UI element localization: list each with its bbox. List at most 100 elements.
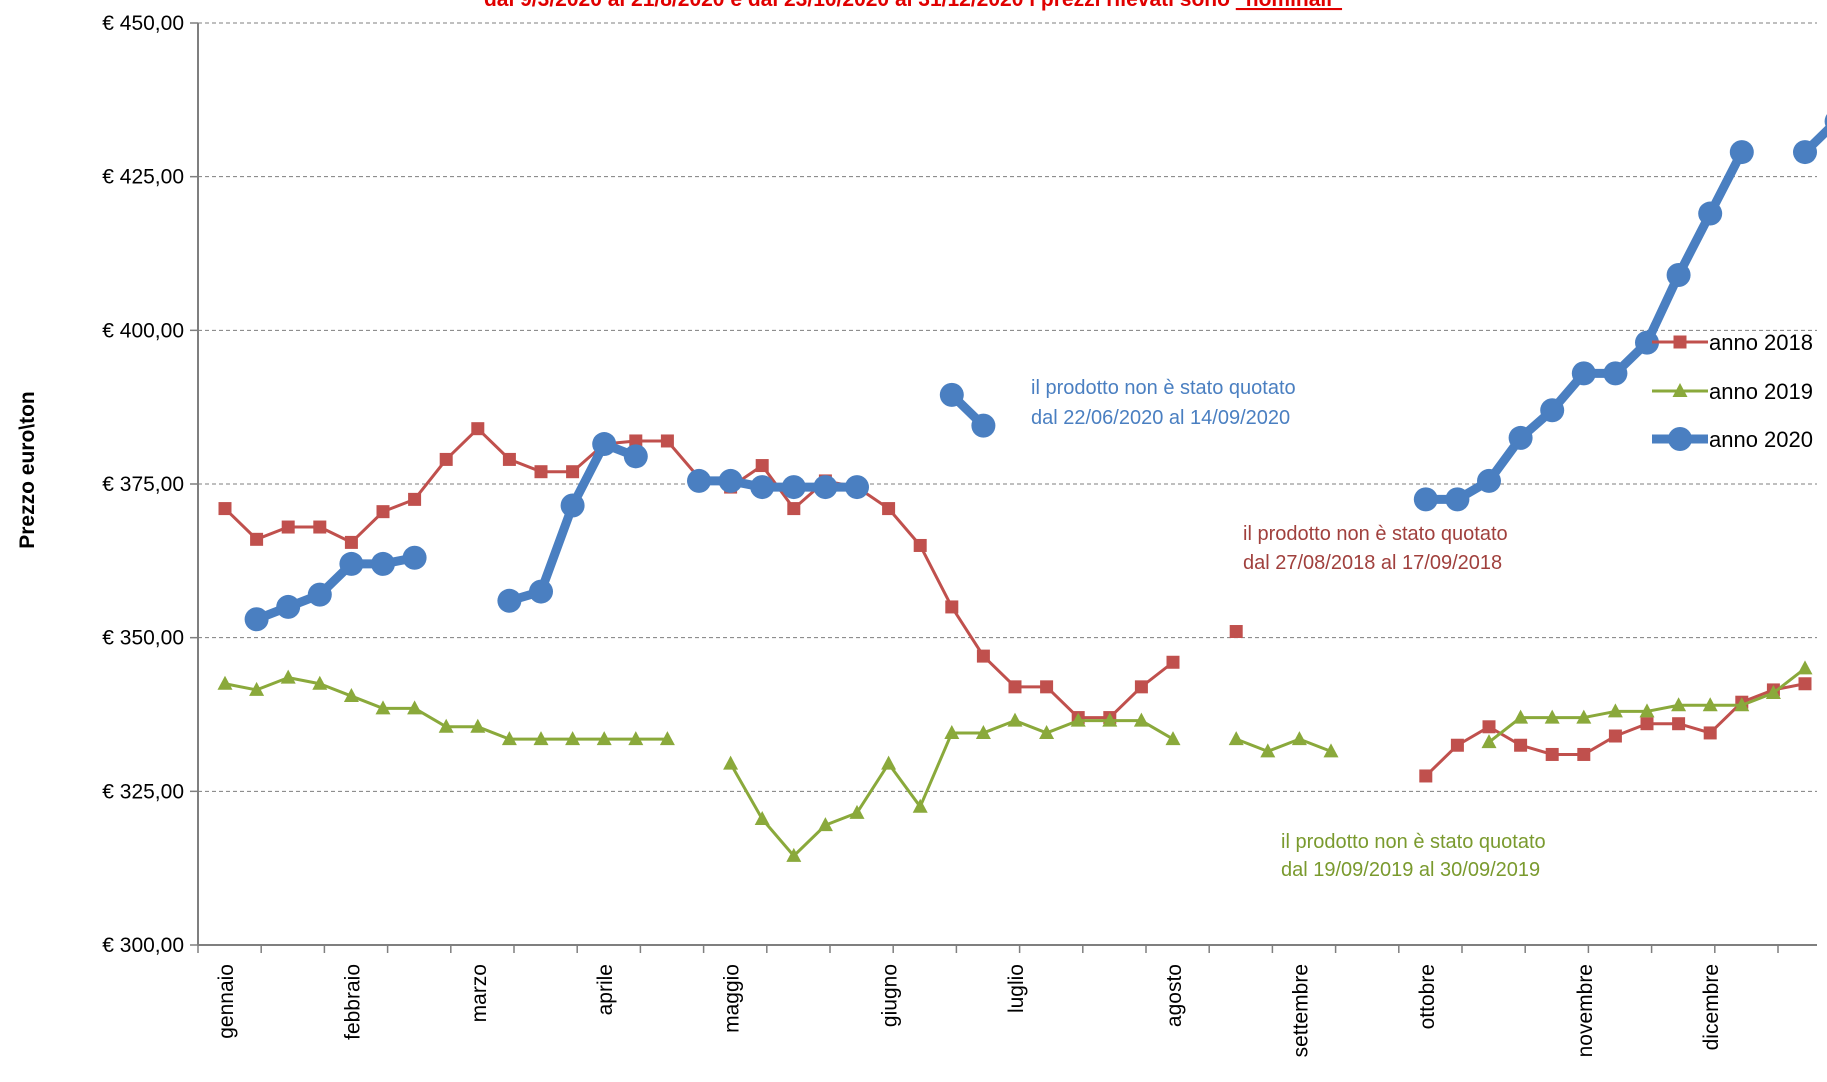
month-label-agosto: agosto (1163, 964, 1186, 1027)
legend-item-s2020: anno 2020 (1652, 427, 1813, 452)
data-point-s2020 (371, 552, 395, 576)
legend-label-s2018: anno 2018 (1709, 330, 1813, 355)
data-point-s2019 (1166, 731, 1181, 745)
data-point-s2020 (592, 432, 616, 456)
data-point-s2018 (1799, 677, 1812, 690)
data-point-s2020 (1572, 361, 1596, 385)
y-tick-label: € 400,00 (102, 319, 184, 342)
note-2020-line1: il prodotto non è stato quotato (1031, 377, 1296, 399)
data-point-s2020 (719, 469, 743, 493)
data-point-s2018 (914, 539, 927, 552)
legend-label-s2020: anno 2020 (1709, 427, 1813, 452)
y-axis-label: Prezzo euro\ton (16, 391, 39, 549)
data-point-s2018 (1009, 680, 1022, 693)
month-label-maggio: maggio (721, 964, 744, 1033)
data-point-s2018 (787, 502, 800, 515)
y-tick-label: € 375,00 (102, 473, 184, 496)
data-point-s2018 (756, 459, 769, 472)
data-point-s2019 (881, 756, 896, 770)
data-point-s2020 (1509, 426, 1533, 450)
data-point-s2019 (218, 676, 233, 690)
data-point-s2018 (250, 533, 263, 546)
legend-item-s2019: anno 2019 (1652, 379, 1813, 404)
data-point-s2018 (661, 434, 674, 447)
month-label-dicembre: dicembre (1700, 964, 1723, 1050)
data-point-s2018 (1483, 720, 1496, 733)
month-label-marzo: marzo (468, 964, 491, 1022)
y-tick-label: € 425,00 (102, 166, 184, 189)
data-point-s2018 (1167, 656, 1180, 669)
data-point-s2019 (723, 756, 738, 770)
data-point-s2020 (782, 475, 806, 499)
data-point-s2018 (345, 536, 358, 549)
grid-layer (198, 23, 1817, 791)
data-point-s2018 (1704, 726, 1717, 739)
data-point-s2018 (1609, 730, 1622, 743)
y-tick-label: € 300,00 (102, 934, 184, 957)
note-2019-line2: dal 19/09/2019 al 30/09/2019 (1281, 859, 1540, 881)
data-point-s2020 (687, 469, 711, 493)
data-point-s2019 (1292, 731, 1307, 745)
legend: anno 2018 anno 2019 anno 2020 (1652, 330, 1813, 452)
note-2018-line2: dal 27/08/2018 al 17/09/2018 (1243, 552, 1502, 574)
data-point-s2018 (1577, 748, 1590, 761)
data-point-s2020 (940, 383, 964, 407)
data-point-s2020 (1414, 487, 1438, 511)
series-layer (218, 109, 1827, 862)
data-point-s2018 (440, 453, 453, 466)
legend-marker-s2018 (1674, 336, 1687, 349)
month-label-novembre: novembre (1574, 964, 1597, 1057)
series-line-s2020 (1426, 152, 1742, 499)
data-point-s2020 (245, 607, 269, 631)
data-point-s2018 (535, 465, 548, 478)
data-point-s2018 (1230, 625, 1243, 638)
month-label-luglio: luglio (1005, 964, 1028, 1013)
data-point-s2020 (403, 546, 427, 570)
data-point-s2018 (1546, 748, 1559, 761)
note-2019-line1: il prodotto non è stato quotato (1281, 831, 1546, 853)
data-point-s2020 (1477, 469, 1501, 493)
data-point-s2020 (1540, 398, 1564, 422)
y-tick-label: € 450,00 (102, 12, 184, 35)
data-point-s2018 (1451, 739, 1464, 752)
data-point-s2018 (566, 465, 579, 478)
data-point-s2020 (339, 552, 363, 576)
data-point-s2020 (276, 595, 300, 619)
data-point-s2019 (1229, 731, 1244, 745)
data-point-s2020 (1445, 487, 1469, 511)
data-point-s2018 (1040, 680, 1053, 693)
data-point-s2018 (1672, 717, 1685, 730)
data-point-s2018 (503, 453, 516, 466)
data-point-s2020 (971, 414, 995, 438)
data-point-s2019 (1798, 660, 1813, 674)
data-point-s2018 (1135, 680, 1148, 693)
data-point-s2020 (308, 583, 332, 607)
data-point-s2018 (1514, 739, 1527, 752)
data-point-s2018 (1641, 717, 1654, 730)
data-point-s2018 (882, 502, 895, 515)
series-line-s2019 (731, 721, 1173, 856)
legend-label-s2019: anno 2019 (1709, 379, 1813, 404)
month-label-settembre: settembre (1289, 964, 1312, 1057)
series-line-s2019 (1236, 739, 1331, 751)
data-point-s2018 (219, 502, 232, 515)
data-point-s2020 (561, 494, 585, 518)
data-point-s2018 (408, 493, 421, 506)
series-s2018 (219, 422, 1812, 782)
series-s2020 (245, 109, 1827, 631)
data-point-s2020 (1793, 140, 1817, 164)
data-point-s2019 (1008, 713, 1023, 727)
month-label-febbraio: febbraio (341, 964, 364, 1040)
data-point-s2020 (624, 444, 648, 468)
data-point-s2019 (281, 670, 296, 684)
month-label-gennaio: gennaio (215, 964, 238, 1039)
legend-marker-s2020 (1668, 427, 1692, 451)
data-point-s2020 (497, 589, 521, 613)
data-point-s2018 (471, 422, 484, 435)
data-point-s2020 (1698, 202, 1722, 226)
note-2020-line2: dal 22/06/2020 al 14/09/2020 (1031, 407, 1290, 429)
data-point-s2019 (755, 811, 770, 825)
data-point-s2018 (945, 600, 958, 613)
